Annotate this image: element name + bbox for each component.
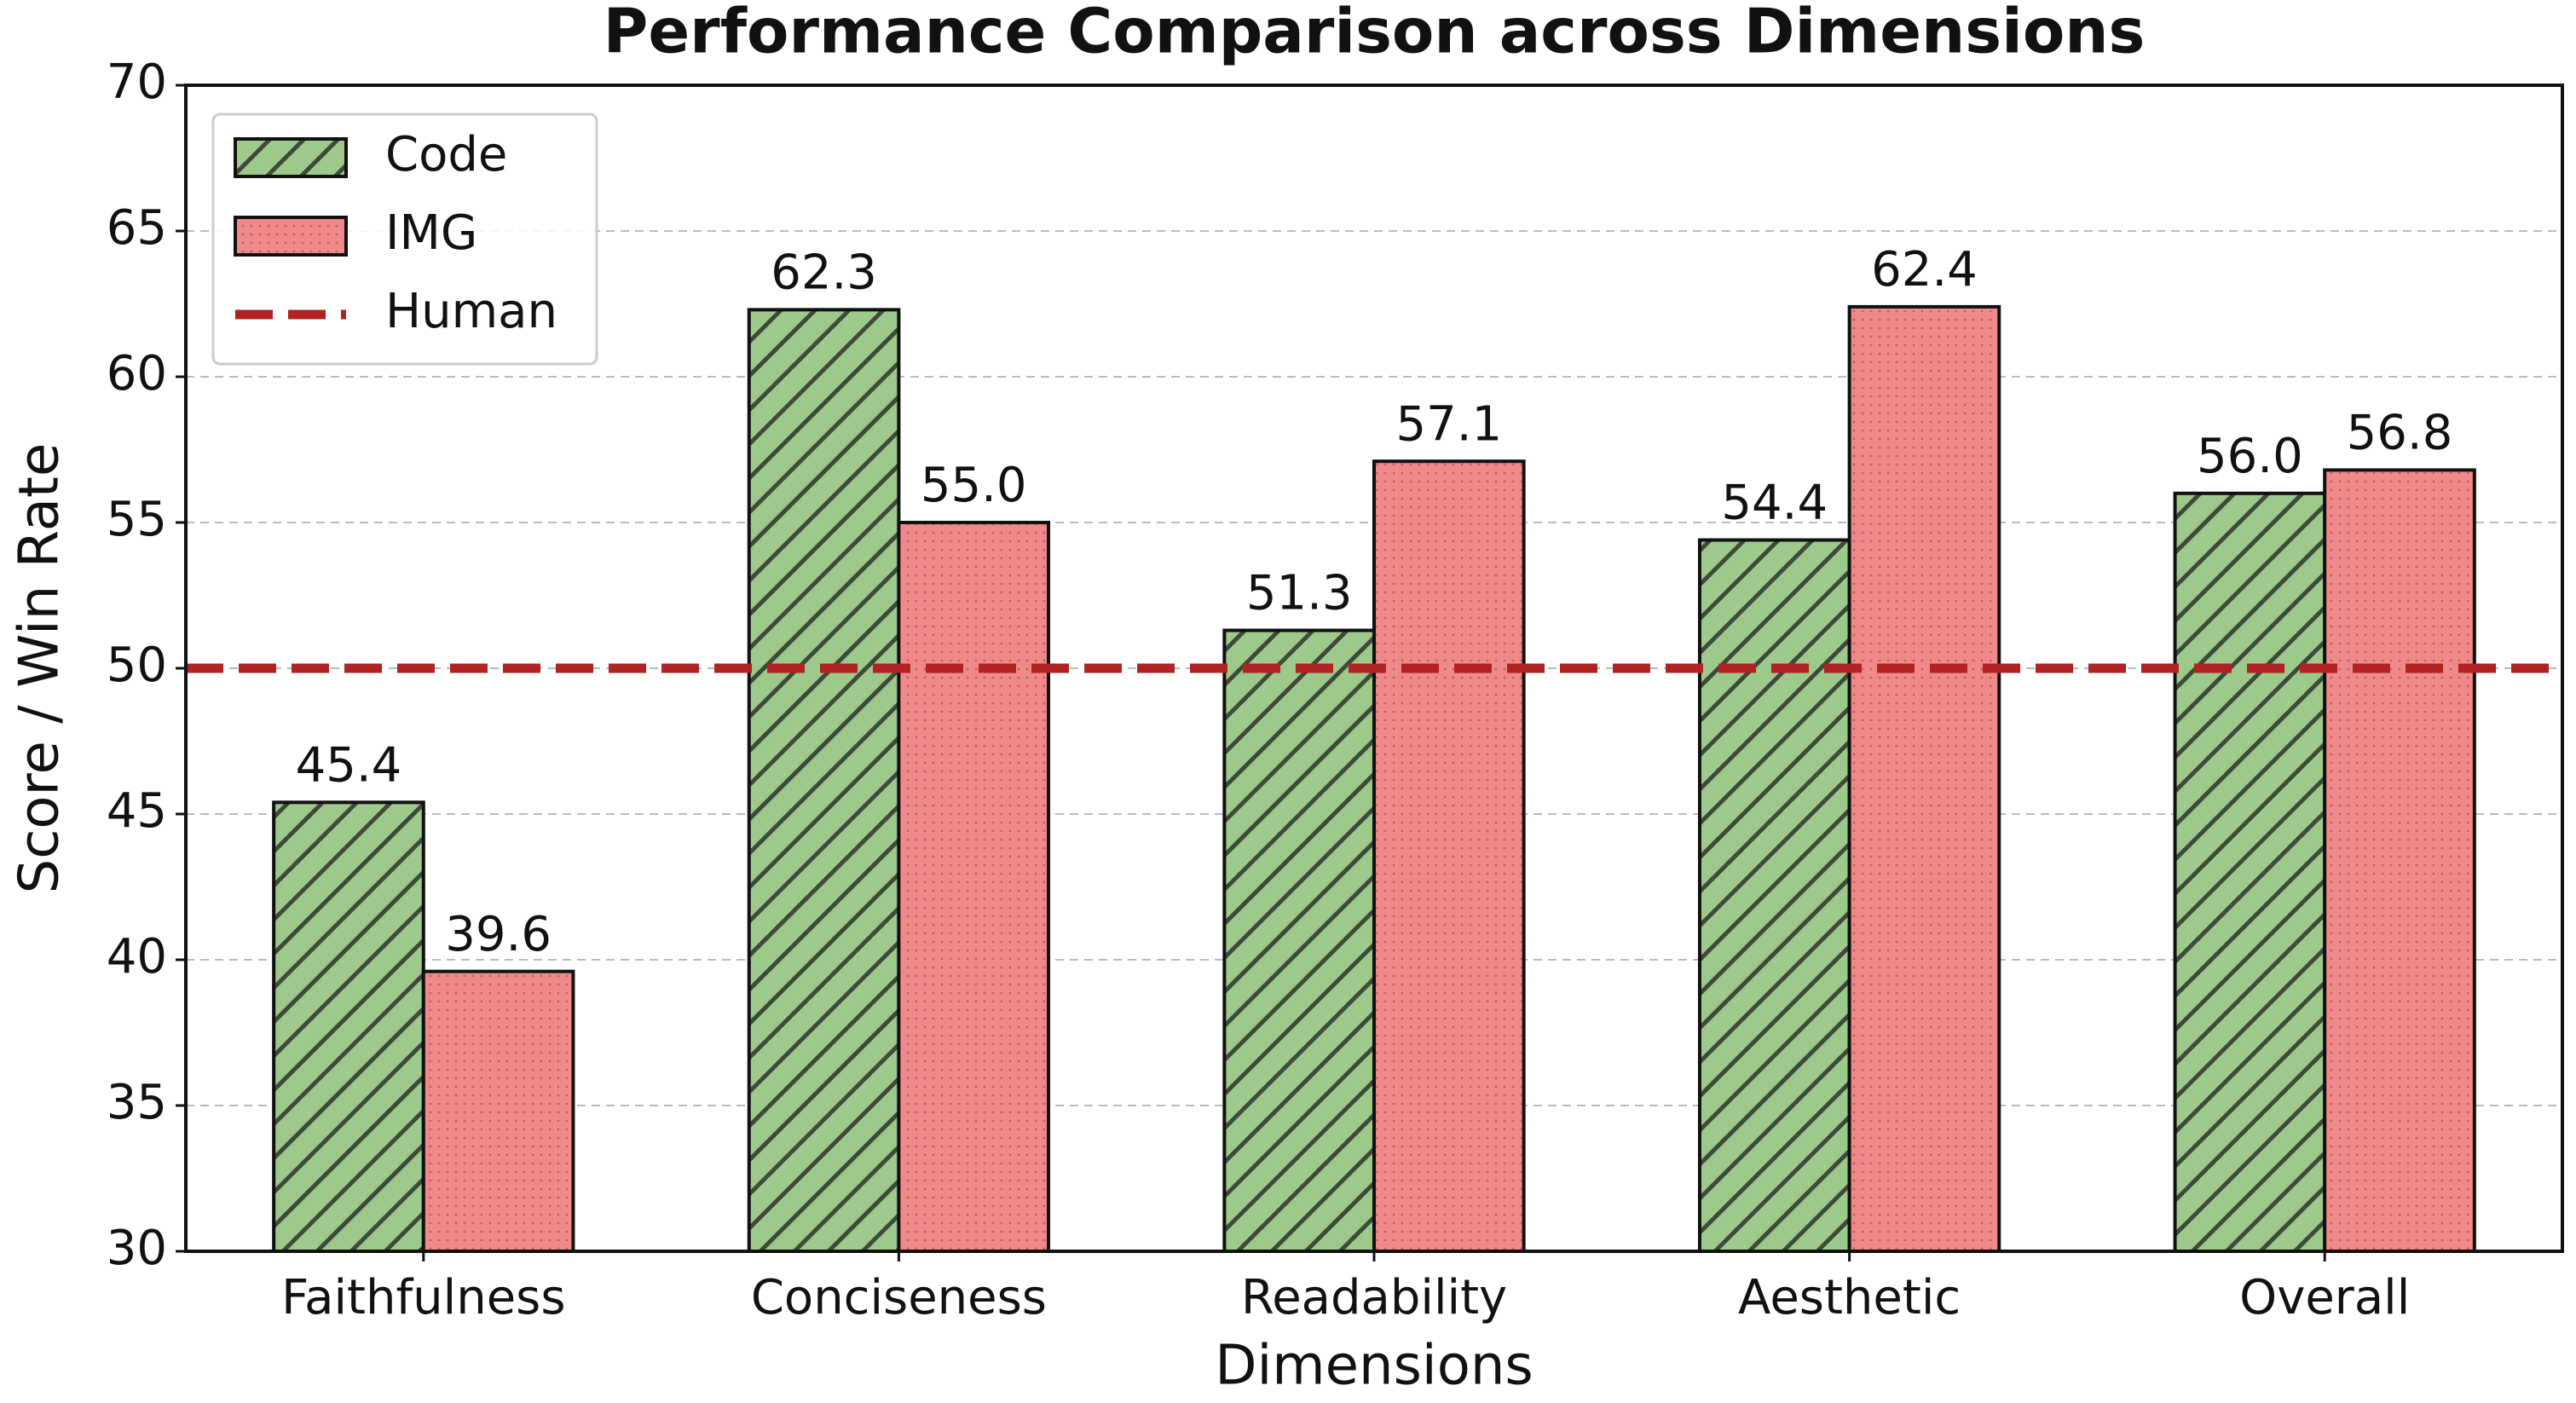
bar <box>2173 491 2327 1253</box>
y-tick-label: 35 <box>107 1075 167 1130</box>
bar <box>421 969 575 1254</box>
value-label: 62.4 <box>1871 242 1978 297</box>
value-label: 57.1 <box>1395 396 1502 452</box>
bar <box>2323 468 2476 1253</box>
value-label: 54.4 <box>1721 476 1828 531</box>
y-tick-label: 40 <box>107 929 167 984</box>
y-tick-label: 50 <box>107 638 167 693</box>
bar <box>747 308 901 1254</box>
bar <box>272 800 425 1253</box>
y-tick-label: 65 <box>107 200 167 256</box>
bar <box>1847 304 2001 1253</box>
y-axis-label: Score / Win Rate <box>9 443 72 894</box>
y-tick-label: 55 <box>107 492 167 547</box>
legend-swatch <box>234 216 348 257</box>
bar <box>1222 628 1376 1253</box>
value-label: 56.0 <box>2197 429 2303 484</box>
value-label: 56.8 <box>2347 406 2453 461</box>
value-label: 39.6 <box>445 907 552 962</box>
x-tick-label: Faithfulness <box>281 1270 565 1325</box>
chart-title: Performance Comparison across Dimensions <box>604 0 2146 67</box>
value-label: 51.3 <box>1246 566 1353 621</box>
y-tick-label: 60 <box>107 346 167 401</box>
x-tick-label: Conciseness <box>751 1270 1047 1325</box>
y-tick-label: 30 <box>107 1221 167 1276</box>
bar <box>897 521 1051 1253</box>
y-tick-label: 45 <box>107 783 167 839</box>
plot-frame <box>184 84 2564 1253</box>
value-label: 62.3 <box>771 245 877 300</box>
x-axis-label: Dimensions <box>1215 1335 1533 1398</box>
bar <box>1697 538 1851 1253</box>
x-tick-label: Aesthetic <box>1738 1270 1961 1325</box>
y-tick-label: 70 <box>107 55 167 110</box>
bar <box>1372 459 1526 1253</box>
legend-swatch <box>234 137 348 178</box>
legend-label: Human <box>385 284 557 339</box>
x-tick-label: Overall <box>2239 1270 2410 1325</box>
legend-label: Code <box>385 127 507 182</box>
legend-label: IMG <box>385 205 477 261</box>
value-label: 55.0 <box>921 458 1027 513</box>
value-label: 45.4 <box>296 737 402 793</box>
x-tick-label: Readability <box>1241 1270 1507 1325</box>
